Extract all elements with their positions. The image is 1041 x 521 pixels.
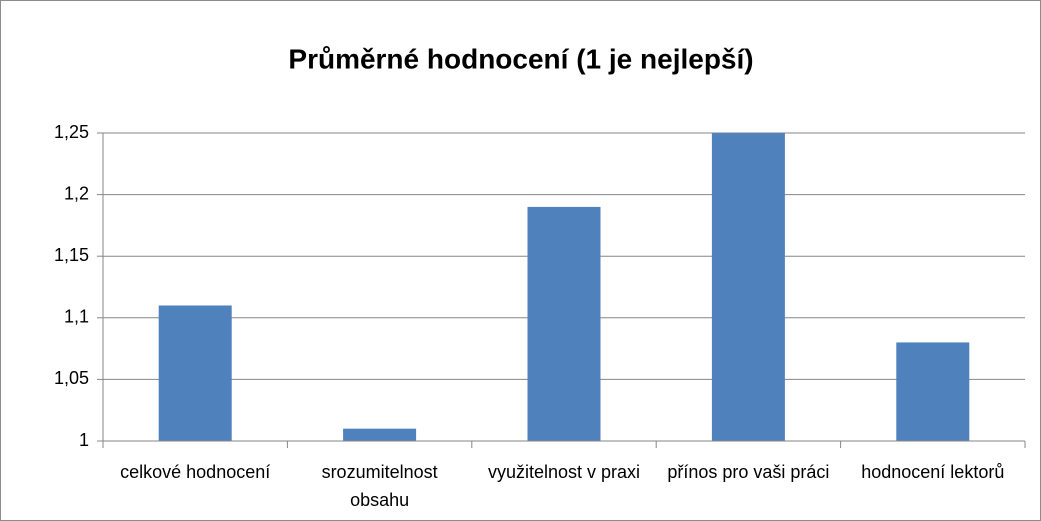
x-tick-label: celkové hodnocení	[120, 462, 271, 482]
bar	[896, 342, 970, 441]
y-tick-label: 1,05	[54, 368, 89, 388]
x-tick-label: hodnocení lektorů	[861, 462, 1005, 482]
bar	[711, 133, 785, 441]
y-tick-label: 1,15	[54, 245, 89, 265]
bar	[158, 305, 232, 441]
bar	[343, 428, 417, 441]
y-tick-label: 1,2	[64, 183, 89, 203]
x-tick-label: využitelnost v praxi	[487, 462, 641, 482]
chart-title: Průměrné hodnocení (1 je nejlepší)	[288, 43, 753, 74]
y-tick-label: 1	[79, 430, 89, 450]
x-tick-label: přínos pro vaši práci	[667, 462, 830, 482]
x-tick-label: srozumitelnost obsahu	[321, 462, 438, 510]
y-tick-label: 1,25	[54, 122, 89, 142]
y-tick-label: 1,1	[64, 307, 89, 327]
bar	[527, 206, 601, 441]
